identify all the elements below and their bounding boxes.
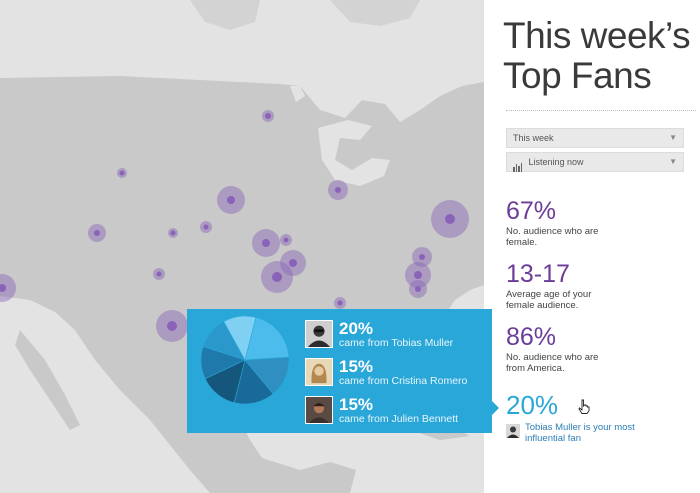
stat-influential-fan[interactable]: 20% Tobias Muller is your most influenti… — [506, 391, 696, 444]
mode-dropdown-value: Listening now — [528, 157, 584, 167]
stat-value: 20% — [506, 390, 559, 420]
fan-percent: 15% — [339, 394, 374, 414]
fan-share-pie — [200, 315, 290, 405]
fan-percent: 20% — [339, 318, 374, 338]
map-north-2 — [330, 0, 420, 26]
hotspots — [0, 110, 469, 342]
stat-value: 67% — [506, 197, 557, 225]
stat-value: 13-17 — [506, 260, 570, 288]
avatar — [305, 358, 333, 386]
chevron-down-icon: ▼ — [669, 133, 677, 142]
avatar — [506, 424, 520, 438]
period-dropdown[interactable]: This week ▼ — [506, 128, 684, 148]
great-lakes — [318, 120, 390, 186]
stat-description: No. audience who are female. — [506, 226, 599, 248]
title-line-2: Top Fans — [503, 55, 652, 96]
stat-america: 86% No. audience who are from America. — [506, 323, 696, 374]
fan-percent: 15% — [339, 356, 374, 376]
popup-pointer — [492, 401, 499, 415]
page-title: This week’s Top Fans — [503, 15, 691, 96]
stat-value: 86% — [506, 323, 557, 351]
title-line-1: This week’s — [503, 15, 691, 56]
map-baja — [15, 330, 80, 430]
fan-source: came from Cristina Romero — [339, 374, 468, 387]
stat-female: 67% No. audience who are female. — [506, 197, 696, 248]
stat-age: 13-17 Average age of your female audienc… — [506, 260, 696, 311]
pie-slice-1 — [244, 317, 290, 361]
mode-dropdown[interactable]: Listening now ▼ — [506, 152, 684, 172]
fan-entry-tobias[interactable]: 20% came from Tobias Muller — [305, 319, 453, 349]
top-fans-panel: This week’s Top Fans This week ▼ Listeni… — [484, 0, 700, 493]
fan-source: came from Julien Bennett — [339, 412, 459, 425]
chevron-down-icon: ▼ — [669, 157, 677, 166]
divider — [506, 110, 696, 111]
hand-pointer-icon — [578, 399, 590, 414]
fan-breakdown-popup: 20% came from Tobias Muller 15% came fro… — [187, 309, 499, 433]
stat-description: No. audience who are from America. — [506, 352, 599, 374]
fan-source: came from Tobias Muller — [339, 336, 454, 349]
bar-chart-icon — [513, 154, 523, 172]
avatar — [305, 396, 333, 424]
avatar — [305, 320, 333, 348]
fan-entry-julien[interactable]: 15% came from Julien Bennett — [305, 395, 458, 425]
period-dropdown-value: This week — [513, 133, 554, 143]
stat-description: Average age of your female audience. — [506, 289, 592, 311]
fan-entry-cristina[interactable]: 15% came from Cristina Romero — [305, 357, 467, 387]
stat-description: Tobias Muller is your most influential f… — [525, 422, 635, 444]
hudson-bay — [290, 86, 305, 102]
map-north — [190, 0, 260, 30]
influential-fan-row: Tobias Muller is your most influential f… — [506, 421, 696, 444]
pie-slice-7 — [223, 315, 257, 361]
